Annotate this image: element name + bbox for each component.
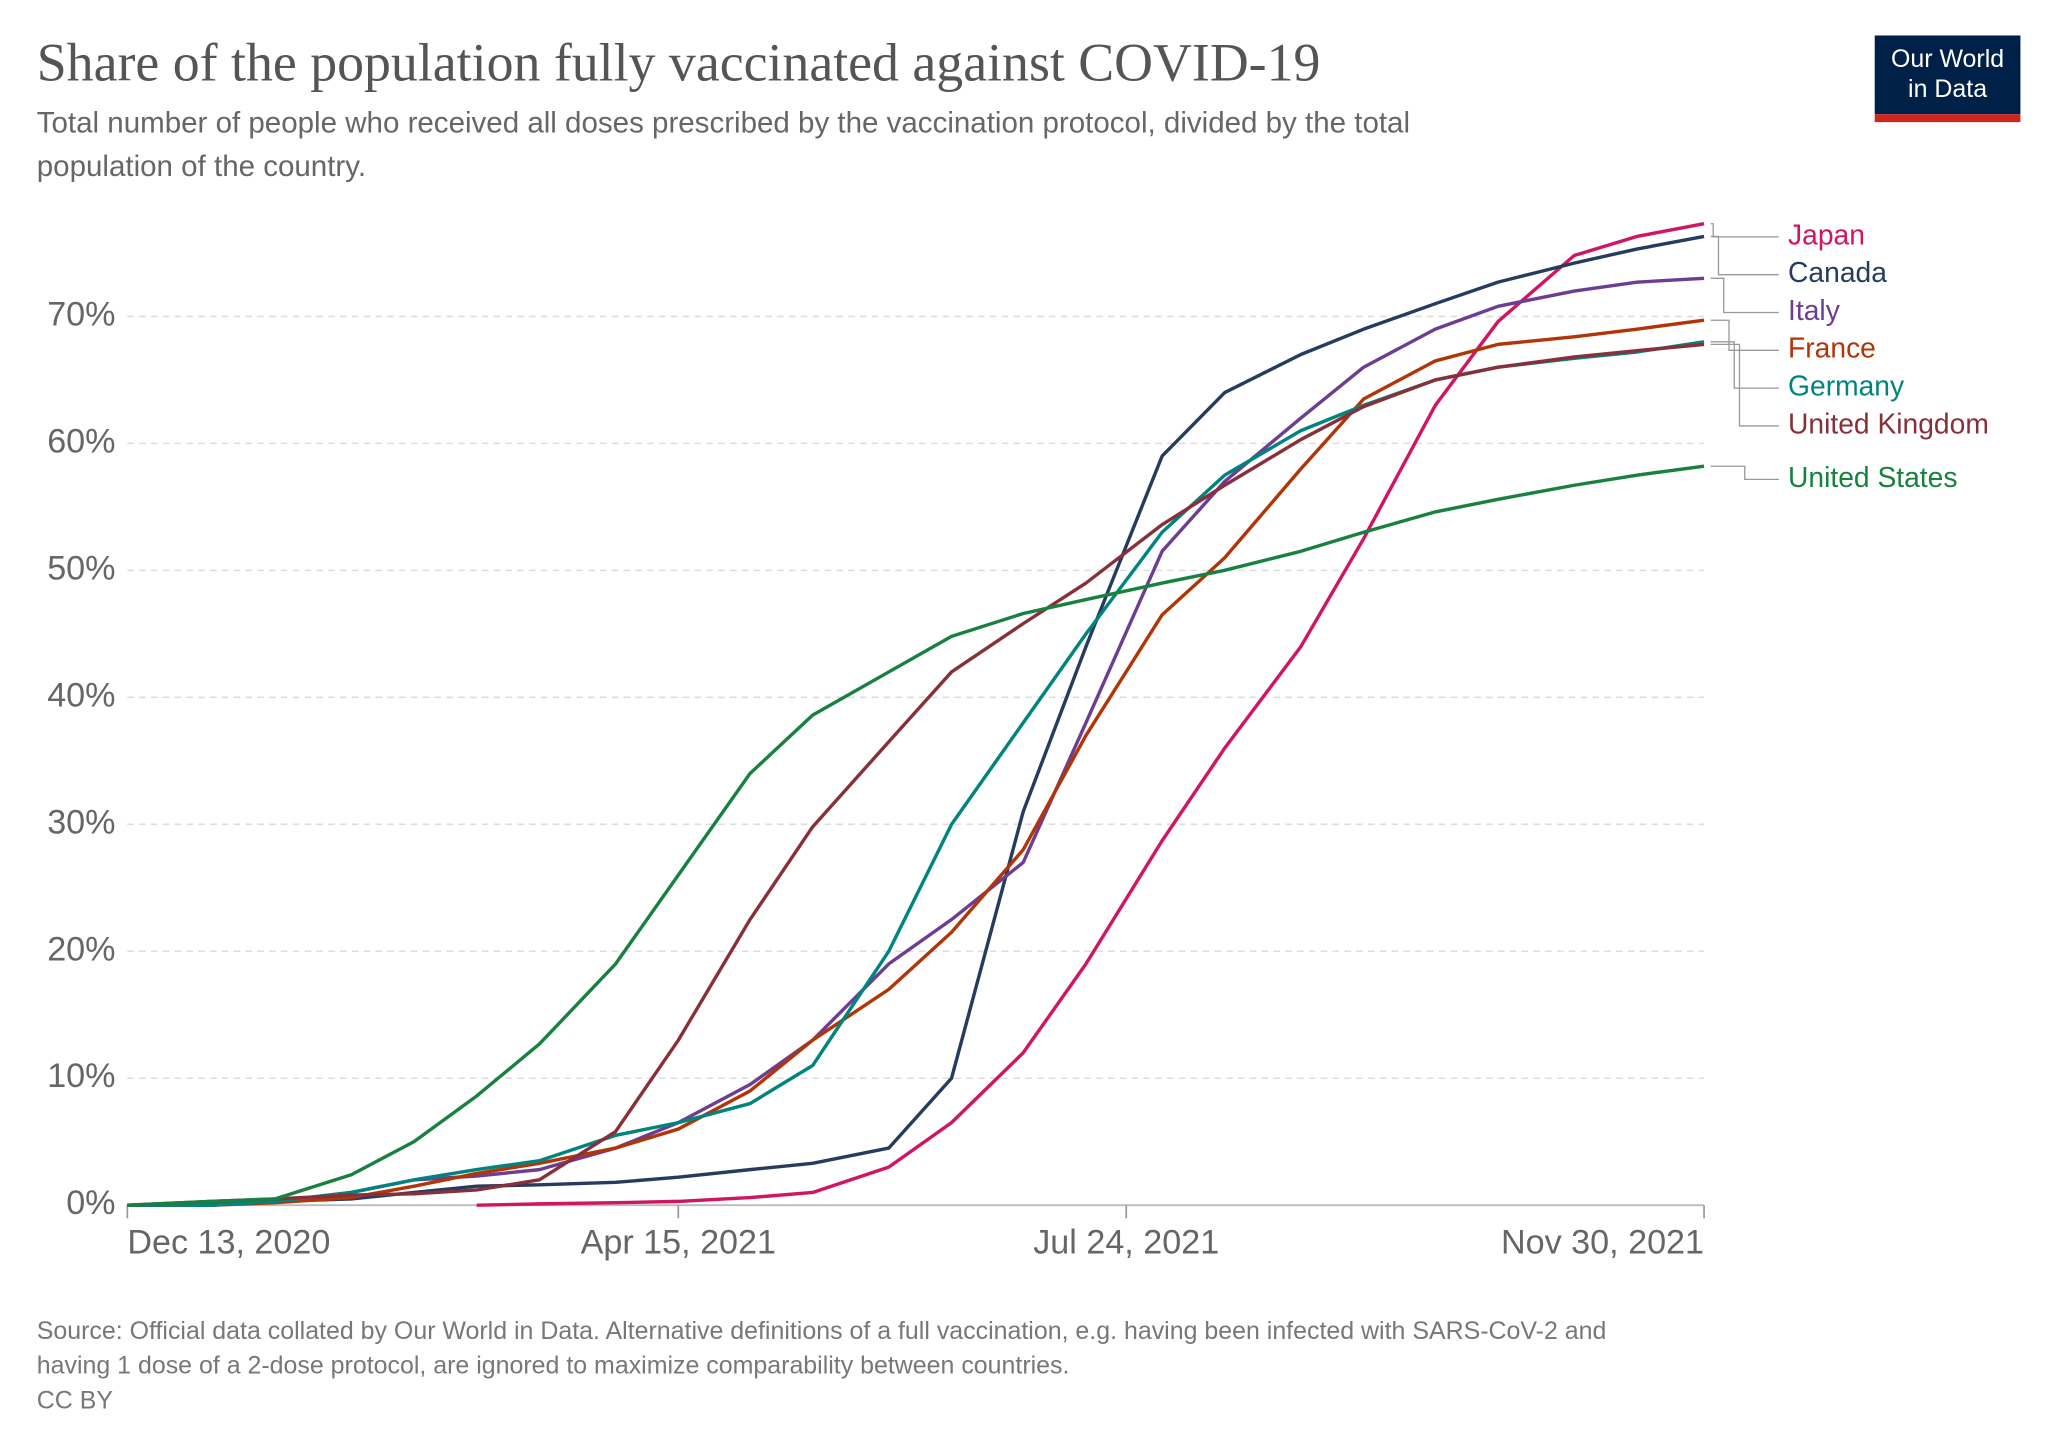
legend-connector [1710, 277, 1779, 314]
legend-label: France [1788, 332, 1876, 364]
y-tick-label: 0% [66, 1184, 115, 1222]
legend-label: United States [1788, 461, 1957, 493]
x-tick-label: Apr 15, 2021 [581, 1224, 776, 1262]
y-tick-label: 70% [47, 295, 115, 333]
x-tick-label: Nov 30, 2021 [1501, 1224, 1704, 1262]
y-tick-label: 40% [47, 676, 115, 714]
y-tick-label: 60% [47, 422, 115, 460]
logo-text: in Data [1908, 75, 1987, 103]
logo-box [1874, 35, 2021, 115]
legend-connector [1710, 343, 1779, 427]
legend-connector [1710, 235, 1779, 276]
x-tick-label: Dec 13, 2020 [127, 1224, 330, 1262]
legend-connector [1710, 465, 1779, 481]
series-line [127, 340, 1705, 1207]
y-tick-label: 20% [47, 930, 115, 968]
series-line [127, 342, 1705, 1207]
y-tick-label: 10% [47, 1057, 115, 1095]
legend-label: Italy [1788, 294, 1841, 326]
legend-connector [1710, 341, 1779, 389]
logo-bar [1874, 114, 2021, 123]
y-tick-label: 50% [47, 549, 115, 587]
y-tick-label: 30% [47, 803, 115, 841]
legend-label: Japan [1788, 218, 1865, 250]
chart-subtitle: Total number of people who received all … [37, 107, 1410, 140]
legend-label: Canada [1788, 256, 1887, 288]
legend-connector [1710, 319, 1779, 351]
series-line [476, 222, 1705, 1207]
chart-title: Share of the population fully vaccinated… [37, 33, 1321, 93]
footer: CC BY [37, 1387, 114, 1415]
series-line [127, 276, 1705, 1207]
series-line [127, 318, 1705, 1207]
chart-subtitle: population of the country. [37, 150, 366, 183]
x-tick-label: Jul 24, 2021 [1033, 1224, 1219, 1262]
legend-label: United Kingdom [1788, 407, 1989, 439]
series-line [127, 234, 1705, 1207]
legend-connector [1710, 223, 1779, 238]
footer: Source: Official data collated by Our Wo… [37, 1317, 1607, 1345]
logo-text: Our World [1891, 45, 2004, 73]
legend-label: Germany [1788, 370, 1905, 402]
series-line [127, 464, 1705, 1207]
footer: having 1 dose of a 2-dose protocol, are … [37, 1351, 1070, 1379]
